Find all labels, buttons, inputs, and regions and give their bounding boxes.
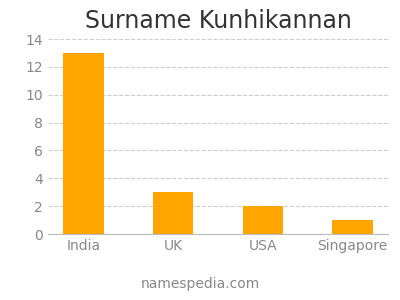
Bar bbox=[332, 220, 372, 234]
Bar bbox=[153, 192, 193, 234]
Text: namespedia.com: namespedia.com bbox=[140, 277, 260, 291]
Bar bbox=[243, 206, 283, 234]
Title: Surname Kunhikannan: Surname Kunhikannan bbox=[84, 9, 352, 33]
Bar bbox=[64, 53, 104, 234]
